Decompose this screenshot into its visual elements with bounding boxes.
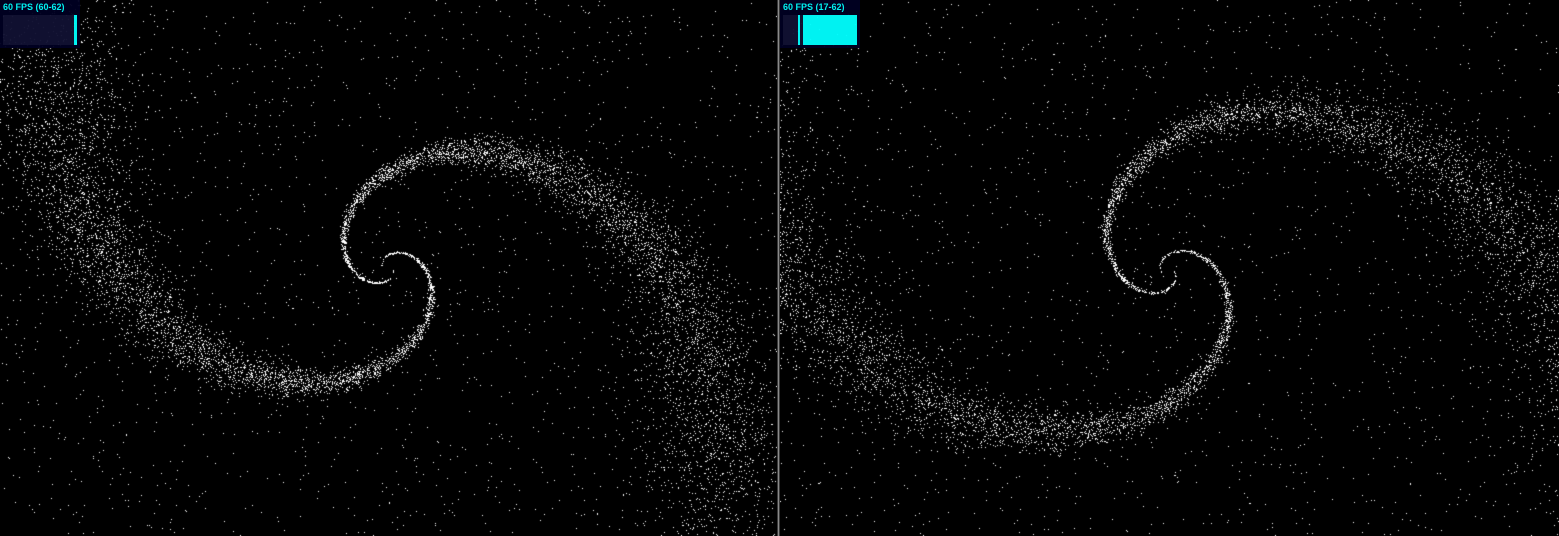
fps-label: 60 FPS (60-62) — [3, 2, 65, 12]
spiral-galaxy-canvas[interactable] — [780, 0, 1559, 536]
fps-label: 60 FPS (17-62) — [783, 2, 845, 12]
fps-graph — [783, 15, 857, 45]
galaxy-viewport-right[interactable]: 60 FPS (17-62) — [780, 0, 1559, 536]
fps-stats-panel[interactable]: 60 FPS (60-62) — [0, 0, 80, 48]
fps-graph — [3, 15, 77, 45]
split-divider[interactable] — [777, 0, 780, 536]
galaxy-viewport-left[interactable]: 60 FPS (60-62) — [0, 0, 777, 536]
spiral-galaxy-canvas[interactable] — [0, 0, 777, 536]
fps-stats-panel[interactable]: 60 FPS (17-62) — [780, 0, 860, 48]
